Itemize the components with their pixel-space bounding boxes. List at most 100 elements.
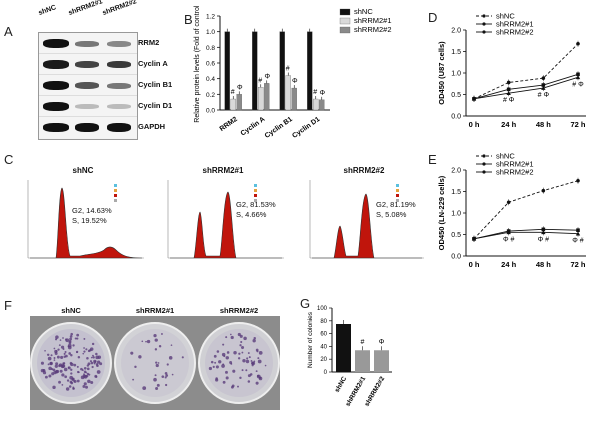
line-chart-od450-u87: 0.0 0.5 1.0 1.5 2.0 0 h 24 h 48 h 72 h OD450 (U87… — [437, 12, 586, 129]
colony-dot — [255, 381, 259, 385]
legend-marker — [482, 154, 486, 158]
legend-label: shRRM2#1 — [496, 160, 534, 169]
flow-histogram-shrrm2-2: shRRM2#2 G2, 81.19% S, 5.08% — [300, 166, 428, 270]
dish-shrrm2-2 — [198, 322, 280, 404]
blot-row-label: Cyclin A — [138, 59, 168, 68]
blot-membrane — [38, 32, 138, 140]
bar — [264, 83, 270, 111]
colony-dot — [56, 355, 60, 359]
colony-dot — [225, 356, 229, 360]
colony-dot — [63, 355, 66, 359]
colony-dot — [158, 345, 162, 348]
y-tick-label: 1.0 — [451, 71, 461, 78]
y-axis-label: OD450 (U87 cells) — [437, 41, 446, 105]
colony-dot — [230, 333, 232, 336]
colony-dot — [95, 375, 98, 378]
colony-dot — [237, 357, 241, 360]
colony-dot — [66, 379, 70, 382]
colony-dot — [67, 366, 70, 369]
colony-dot — [48, 374, 52, 378]
y-tick-label: 0.8 — [206, 45, 215, 52]
s-percentage: S, 19.52% — [72, 216, 107, 225]
histogram-title: shRRM2#1 — [202, 166, 244, 175]
colony-dot — [215, 377, 218, 380]
colony-dot — [62, 337, 64, 339]
colony-dot — [225, 370, 228, 374]
x-tick-label: 24 h — [501, 120, 516, 129]
y-axis-label: OD450 (LN-229 cells) — [437, 175, 446, 250]
colony-dot — [80, 375, 85, 380]
colony-dot — [164, 371, 168, 375]
dish-label: shRRM2#2 — [219, 306, 259, 315]
colony-dot — [161, 375, 165, 379]
colony-dot — [222, 363, 225, 366]
colony-dot — [166, 363, 169, 366]
legend-label: shRRM2#2 — [496, 168, 534, 177]
colony-dot — [223, 355, 226, 358]
x-tick-label: shNC — [334, 375, 349, 393]
y-tick-label: 0.6 — [206, 61, 215, 68]
y-tick-label: 100 — [317, 306, 328, 312]
colony-dot — [76, 379, 80, 383]
significance-mark: # — [231, 89, 235, 96]
colony-dot — [253, 337, 256, 340]
g2-percentage: G2, 81.19% — [376, 200, 416, 209]
colony-dot — [47, 363, 50, 366]
x-tick-label: Cyclin B1 — [264, 116, 294, 140]
colony-dot — [243, 336, 247, 341]
dish-shrrm2-1 — [114, 322, 196, 404]
significance-mark: Φ # — [503, 236, 515, 243]
colony-dot — [257, 357, 260, 360]
colony-dot — [90, 361, 94, 365]
colony-dot — [165, 383, 168, 387]
series-line — [473, 228, 579, 240]
colony-dot — [42, 371, 47, 375]
colony-dot — [83, 373, 85, 376]
colony-dot — [89, 360, 93, 363]
colony-dot — [134, 365, 137, 369]
colony-dot — [61, 364, 66, 368]
bar-chart-protein-levels: 0.0 0.2 0.4 0.6 0.8 1.0 1.2 Relative protein le… — [194, 6, 392, 140]
colony-dot — [83, 347, 85, 349]
g2-percentage: G2, 81.53% — [236, 200, 276, 209]
x-tick-label: 48 h — [536, 120, 551, 129]
colony-dot — [170, 344, 173, 346]
colony-dot — [73, 380, 75, 383]
colony-dot — [50, 354, 53, 357]
series-line — [473, 43, 579, 100]
blot-row-label: Cyclin D1 — [138, 101, 173, 110]
y-tick-label: 0.0 — [451, 114, 461, 121]
colony-dot — [83, 366, 87, 370]
colony-dot — [75, 350, 79, 354]
x-tick-label: shRRM2#2 — [364, 375, 387, 408]
blot-row-label: GAPDH — [138, 122, 166, 131]
colony-dot — [246, 357, 249, 360]
colony-dot — [210, 360, 214, 364]
y-tick-label: 0.2 — [206, 92, 215, 99]
colony-dot — [48, 366, 52, 371]
colony-dot — [83, 337, 86, 340]
colony-dot — [241, 351, 244, 354]
bar — [307, 31, 313, 111]
legend-marker — [482, 22, 486, 26]
colony-dot — [65, 338, 70, 343]
colony-dot — [237, 385, 239, 388]
colony-dot — [99, 362, 103, 366]
colony-dot — [92, 356, 95, 359]
bar — [319, 99, 325, 111]
colony-dot — [85, 385, 89, 389]
significance-mark: Φ — [237, 84, 243, 91]
flow-cytometry-panel: shNC G2, 14.63% S, 19.52% shRRM2#1 G2, 8… — [18, 166, 428, 270]
legend-swatch — [339, 26, 351, 34]
s-percentage: S, 5.08% — [376, 210, 407, 219]
colony-dot — [153, 377, 157, 382]
bar — [355, 350, 370, 372]
y-tick-label: 1.0 — [206, 29, 215, 36]
panel-label-d: D — [428, 10, 438, 25]
colony-dot — [52, 385, 56, 390]
colony-dot — [72, 344, 75, 347]
histogram-title: shNC — [72, 166, 94, 175]
colony-dot — [230, 335, 234, 340]
blot-row-label: Cyclin B1 — [138, 80, 173, 89]
significance-mark: # Φ — [503, 97, 515, 104]
